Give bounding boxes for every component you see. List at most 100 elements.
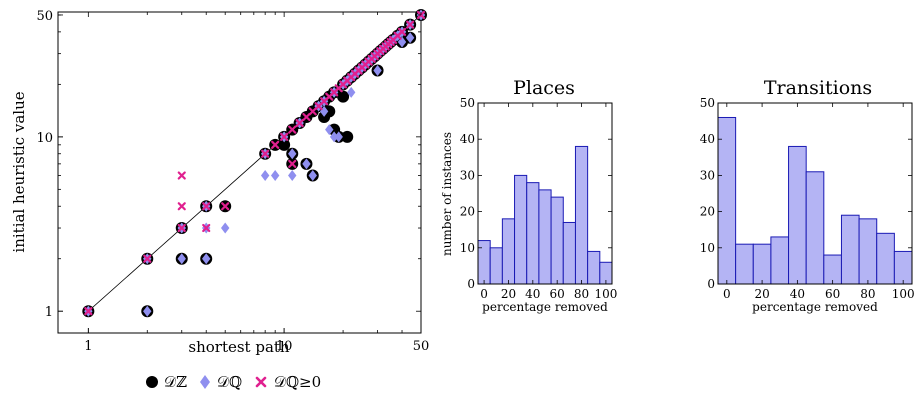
bar-0-9 [587, 250, 601, 285]
point-dq-24 [334, 131, 343, 143]
point-dq-13 [288, 170, 297, 182]
scatter-xtick-label: 1 [84, 339, 92, 354]
point-dqge0-14 [302, 112, 311, 122]
hist-ytick-label: 30 [700, 168, 715, 182]
point-dq-5 [202, 253, 211, 265]
point-dq-16 [302, 158, 311, 170]
hist-xtick-label: 100 [892, 287, 915, 301]
point-dq-21 [325, 124, 334, 136]
hist-ytick-label: 20 [700, 205, 715, 219]
hist-places-ylabel: number of instances [440, 132, 454, 256]
point-dqge0-39 [397, 27, 407, 36]
point-dqge0-0 [84, 307, 93, 316]
scatter-ytick-label: 50 [36, 9, 53, 24]
point-dq-46 [405, 32, 415, 44]
hist-ytick-label: 10 [700, 241, 715, 255]
hist-places-bars [477, 145, 613, 285]
bar-0-5 [538, 189, 552, 285]
point-dq-14 [288, 148, 297, 160]
hist-ytick-label: 0 [467, 277, 475, 291]
bar-0-6 [550, 196, 564, 285]
point-dz-31 [341, 130, 354, 143]
hist-places-ticks: 0 20 40 60 80 100 0 10 20 30 40 50 [460, 96, 618, 301]
bar-0-2 [501, 218, 516, 285]
point-dq-17 [308, 170, 317, 182]
scatter-chart: 1 10 50 1 10 50 shortest path initial heurist… [10, 8, 429, 356]
point-dqge0-6 [202, 202, 211, 211]
bar-1-4 [788, 145, 807, 285]
hist-transitions-frame [717, 102, 913, 285]
point-dqge0-11 [288, 125, 297, 134]
bar-0-4 [526, 182, 540, 285]
bar-0-3 [514, 174, 528, 285]
point-dqge0-2 [177, 223, 186, 233]
hist-transitions-xlabel: percentage removed [752, 300, 878, 314]
point-dqge0-4 [177, 171, 186, 180]
hist-xtick-label: 0 [480, 287, 488, 301]
scatter-xlabel: shortest path [188, 338, 290, 356]
point-dqge0-5 [202, 223, 211, 233]
hist-ytick-label: 20 [460, 205, 475, 219]
point-dq-3 [177, 253, 186, 265]
hist-xtick-label: 80 [860, 287, 875, 301]
bar-1-7 [840, 214, 860, 285]
hist-ytick-label: 30 [460, 168, 475, 182]
hist-transitions-bars [717, 116, 913, 285]
point-dz-29 [337, 90, 350, 103]
legend-marker-dq [200, 375, 210, 389]
point-dqge0-3 [177, 202, 186, 211]
point-dqge0-13 [295, 118, 304, 128]
hist-ytick-label: 40 [460, 132, 475, 146]
bar-0-0 [477, 240, 491, 285]
scatter-xtick-label: 10 [276, 339, 293, 354]
point-dz-24 [323, 105, 336, 118]
hist-xtick-label: 80 [574, 287, 589, 301]
point-dq-23 [329, 131, 339, 143]
scatter-xtick-label: 50 [413, 339, 430, 354]
point-dqge0-8 [261, 149, 270, 158]
legend-label-dq: 𝒟ℚ [217, 373, 242, 391]
legend-marker-dz [146, 376, 158, 388]
bar-1-10 [893, 250, 913, 285]
hist-places-xlabel: percentage removed [482, 300, 608, 314]
bar-1-9 [876, 232, 895, 285]
point-dq-36 [373, 65, 382, 77]
hist-xtick-label: 100 [594, 287, 617, 301]
hist-transitions-ticks: 0 20 40 60 80 100 0 10 20 30 40 50 [700, 96, 915, 301]
bar-1-3 [770, 236, 790, 285]
hist-xtick-label: 40 [790, 287, 805, 301]
point-dq-9 [260, 170, 270, 182]
point-dq-28 [346, 86, 356, 98]
scatter-ticks: 1 10 50 1 10 50 [36, 9, 429, 354]
scatter-ytick-label: 10 [36, 131, 53, 146]
hist-xtick-label: 60 [550, 287, 565, 301]
bar-0-1 [489, 247, 503, 285]
hist-xtick-label: 40 [525, 287, 540, 301]
point-dqge0-1 [143, 254, 152, 263]
legend-label-dz: 𝒟ℤ [164, 373, 187, 391]
point-dq-8 [220, 222, 230, 234]
scatter-ylabel: initial heuristic value [10, 91, 28, 252]
point-dqge0-12 [288, 159, 297, 168]
bar-0-7 [562, 221, 576, 285]
legend-marker-dqge0 [255, 376, 267, 388]
hist-xtick-label: 60 [825, 287, 840, 301]
bar-0-8 [574, 145, 589, 285]
legend-label-dqge0: 𝒟ℚ≥0 [274, 373, 321, 391]
hist-ytick-label: 0 [707, 277, 715, 291]
series-2 [84, 10, 426, 316]
point-dz-11 [278, 138, 291, 151]
hist-places-frame [477, 102, 613, 285]
bar-1-0 [717, 116, 737, 285]
scatter-ytick-label: 1 [45, 305, 53, 320]
legend: 𝒟ℤ 𝒟ℚ 𝒟ℚ≥0 [146, 373, 321, 391]
bar-1-1 [735, 243, 754, 285]
bar-1-8 [858, 218, 878, 285]
point-dq-1 [143, 305, 152, 317]
hist-xtick-label: 20 [501, 287, 516, 301]
hist-transitions-title: Transitions [764, 77, 872, 99]
scatter-plot-frame [57, 11, 422, 334]
hist-ytick-label: 10 [460, 241, 475, 255]
scatter-points [82, 8, 427, 318]
